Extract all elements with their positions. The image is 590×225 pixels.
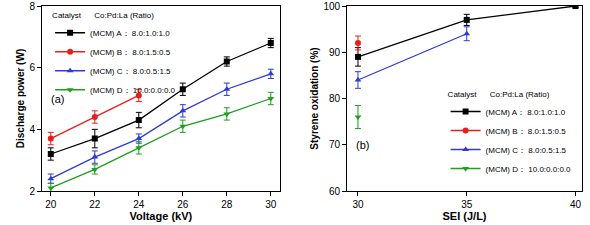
svg-text:22: 22 (89, 199, 101, 210)
svg-text:28: 28 (221, 199, 233, 210)
svg-text:4: 4 (29, 124, 35, 135)
svg-text:(MCM) A： 8.0:1.0:1.0: (MCM) A： 8.0:1.0:1.0 (486, 108, 566, 117)
svg-text:Styrene oxidation (%): Styrene oxidation (%) (309, 47, 320, 149)
svg-text:Voltage (kV): Voltage (kV) (129, 210, 192, 222)
svg-text:SEI (J/L): SEI (J/L) (443, 210, 487, 222)
svg-text:(MCM) B： 8.0:1.5:0.5: (MCM) B： 8.0:1.5:0.5 (486, 127, 567, 136)
svg-text:90: 90 (329, 47, 341, 58)
svg-text:30: 30 (265, 199, 277, 210)
svg-text:20: 20 (45, 199, 57, 210)
svg-text:100: 100 (323, 1, 340, 12)
svg-text:80: 80 (329, 93, 341, 104)
svg-text:Discharge power (W): Discharge power (W) (15, 49, 26, 148)
svg-text:(MCM) C： 8.0:0.5:1.5: (MCM) C： 8.0:0.5:1.5 (486, 146, 567, 155)
svg-text:2: 2 (29, 186, 35, 197)
svg-text:(MCM) D： 10.0:0.0:0.0: (MCM) D： 10.0:0.0:0.0 (486, 165, 571, 174)
svg-text:(a): (a) (51, 93, 64, 105)
svg-text:(MCM) C： 8.0:0.5:1.5: (MCM) C： 8.0:0.5:1.5 (90, 67, 171, 76)
svg-text:Catalyst Co:Pd:La (Ratio): Catalyst Co:Pd:La (Ratio) (448, 90, 550, 99)
svg-text:70: 70 (329, 139, 341, 150)
svg-text:Catalyst Co:Pd:La (Ratio): Catalyst Co:Pd:La (Ratio) (52, 11, 154, 20)
svg-text:6: 6 (29, 62, 35, 73)
svg-text:(b): (b) (356, 139, 369, 151)
svg-text:8: 8 (29, 1, 35, 12)
svg-text:24: 24 (133, 199, 145, 210)
svg-text:(MCM) D： 10.0:0.0:0.0: (MCM) D： 10.0:0.0:0.0 (90, 86, 175, 95)
svg-text:30: 30 (352, 199, 364, 210)
svg-text:26: 26 (177, 199, 189, 210)
svg-text:(MCM) B： 8.0:1.5:0.5: (MCM) B： 8.0:1.5:0.5 (90, 48, 171, 57)
svg-text:(MCM) A： 8.0:1.0:1.0: (MCM) A： 8.0:1.0:1.0 (90, 29, 170, 38)
svg-text:40: 40 (570, 199, 582, 210)
svg-text:60: 60 (329, 186, 341, 197)
svg-text:35: 35 (461, 199, 473, 210)
